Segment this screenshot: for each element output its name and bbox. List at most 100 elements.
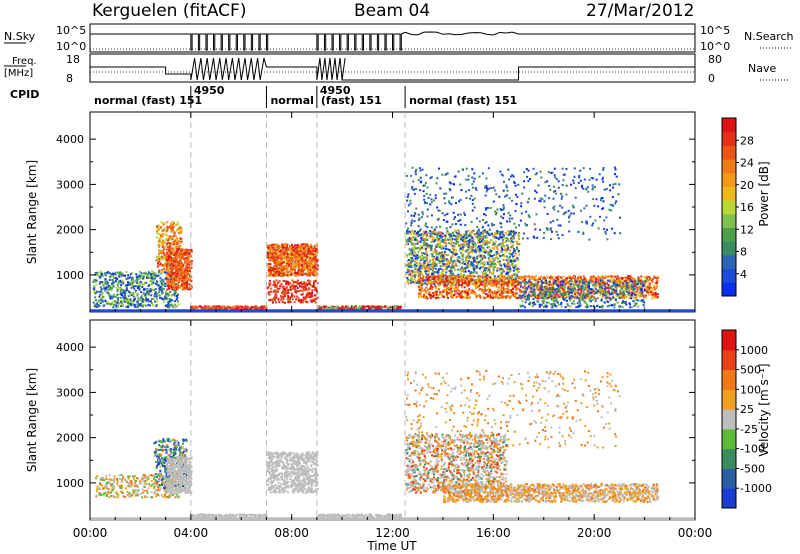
power-cell: [516, 283, 519, 286]
power-cell: [430, 244, 433, 247]
power-cell: [175, 223, 177, 226]
power-cell: [483, 240, 485, 243]
power-cell: [178, 278, 181, 281]
power-cell: [423, 261, 426, 264]
power-cell: [291, 243, 293, 246]
power-cell: [246, 305, 249, 308]
power-cell: [293, 295, 296, 298]
power-cell: [462, 238, 465, 241]
power-cell: [428, 236, 431, 239]
power-cell: [156, 232, 159, 235]
power-cell: [181, 271, 184, 274]
power-cell: [425, 249, 428, 252]
power-cell: [416, 264, 419, 267]
power-cell: [254, 305, 257, 308]
power-cell: [286, 243, 289, 246]
power-cell: [439, 265, 442, 267]
power-cell: [167, 256, 170, 259]
power-cell: [178, 281, 180, 284]
power-cell: [503, 255, 506, 258]
power-cell: [515, 266, 517, 269]
power-cell: [480, 244, 483, 247]
power-cell: [447, 248, 450, 251]
power-cell: [413, 273, 416, 276]
power-cell: [596, 278, 599, 281]
power-cell: [155, 259, 158, 262]
power-cell: [235, 305, 238, 308]
power-cell: [137, 297, 140, 300]
power-cell: [418, 270, 421, 273]
power-cell: [139, 275, 141, 278]
power-cell: [448, 233, 451, 236]
power-cell: [123, 300, 126, 303]
power-cell: [297, 259, 299, 262]
power-cell: [422, 242, 425, 244]
power-cell: [161, 264, 164, 267]
power-cell: [124, 289, 127, 292]
power-cell: [409, 251, 412, 254]
power-cell: [308, 259, 311, 262]
power-cell: [119, 287, 122, 290]
power-cell: [278, 270, 281, 273]
power-cell: [160, 252, 163, 254]
power-cell: [166, 288, 169, 291]
power-cell: [300, 273, 303, 276]
power-cell: [426, 254, 429, 257]
power-cell: [441, 257, 444, 259]
power-cell: [467, 246, 470, 249]
power-cell: [454, 292, 457, 295]
power-cell: [156, 298, 159, 301]
power-cell: [104, 273, 107, 276]
power-cell: [566, 293, 569, 296]
power-cell: [126, 289, 129, 292]
power-cell: [441, 253, 444, 256]
power-cell: [492, 260, 495, 263]
power-cell: [291, 257, 294, 259]
power-cell: [440, 252, 443, 255]
power-cell: [428, 235, 431, 238]
power-cell: [272, 251, 275, 254]
power-cell: [472, 260, 475, 263]
power-cell: [297, 279, 299, 282]
power-cell: [467, 270, 470, 272]
power-cell: [428, 272, 431, 275]
power-cell: [179, 265, 182, 268]
power-cell: [165, 253, 168, 256]
power-cell: [301, 293, 304, 296]
power-cell: [648, 276, 651, 279]
power-cell: [410, 254, 412, 257]
power-cell: [160, 271, 163, 274]
power-cell: [421, 238, 424, 241]
power-cell: [419, 246, 422, 249]
power-cell: [422, 247, 425, 250]
power-cell: [444, 250, 447, 253]
power-cell: [472, 271, 475, 274]
power-cell: [508, 280, 510, 283]
power-cell: [406, 229, 409, 232]
power-cell: [489, 249, 492, 251]
power-cell: [147, 298, 150, 301]
power-cell: [457, 273, 460, 276]
power-cell: [444, 265, 447, 268]
power-cell: [177, 272, 180, 275]
power-cell: [443, 285, 446, 288]
power-cell: [419, 264, 422, 267]
power-cell: [248, 308, 251, 310]
power-cell: [297, 255, 300, 258]
power-cell: [136, 276, 139, 279]
power-cell: [109, 296, 112, 299]
power-cell: [181, 275, 184, 277]
power-cell: [273, 280, 276, 283]
power-cell: [110, 273, 113, 276]
power-cell: [497, 275, 500, 278]
power-cell: [125, 299, 128, 302]
power-cell: [473, 264, 476, 267]
power-cell: [114, 273, 117, 276]
power-cell: [166, 255, 169, 258]
power-cell: [415, 239, 418, 242]
power-cell: [483, 230, 486, 233]
power-cell: [311, 248, 314, 251]
power-cell: [408, 262, 411, 265]
power-cell: [445, 271, 448, 274]
power-cell: [274, 285, 276, 288]
